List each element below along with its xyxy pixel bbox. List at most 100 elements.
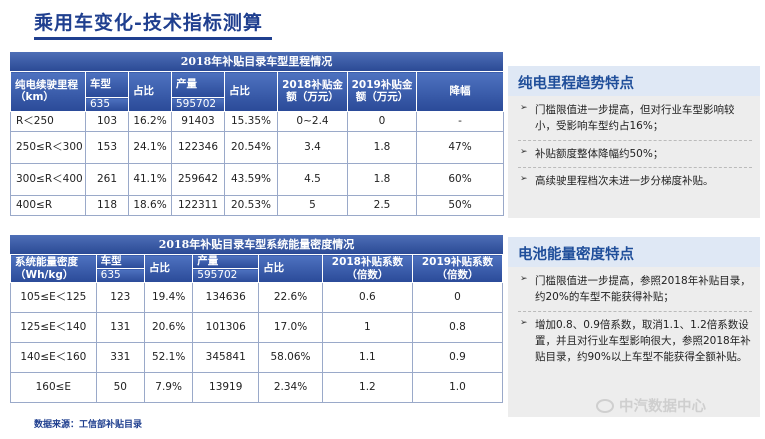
cell: 122346: [171, 130, 225, 164]
cell: 0.8: [411, 312, 504, 343]
cell: 7.9%: [143, 372, 194, 403]
divider: [518, 139, 752, 141]
cell: 125≤E＜140: [10, 312, 97, 343]
table-row: 300≤R＜400 261 41.1% 259642 43.59% 4.5 1.…: [10, 162, 504, 196]
cell: 1.1: [321, 342, 413, 373]
cell: 91403: [171, 110, 225, 132]
data-source-note: 数据来源：工信部补贴目录: [34, 420, 143, 430]
arrow-bullet-icon: ➢: [520, 274, 528, 284]
cell: 1: [321, 312, 413, 343]
density-header-models: 车型: [95, 254, 145, 269]
cell: 1.8: [347, 162, 417, 196]
cell: 41.1%: [128, 162, 172, 196]
cell: 1.8: [347, 130, 417, 164]
cell: 4.5: [277, 162, 348, 196]
cell: 50: [95, 372, 145, 403]
cell: 24.1%: [128, 130, 172, 164]
range-total-output: 595702: [171, 97, 225, 112]
density-trend-panel: 电池能量密度特点 ➢ 门槛限值进一步提高，参照2018年补贴目录，约20%的车型…: [508, 237, 760, 417]
bullet-text: 补贴额度整体降幅约50%；: [535, 147, 664, 160]
cell: 103: [85, 110, 129, 132]
density-trend-body: ➢ 门槛限值进一步提高，参照2018年补贴目录，约20%的车型不能获得补贴； ➢…: [508, 267, 760, 417]
cell: 58.06%: [258, 342, 323, 373]
bullet-text: 增加0.8、0.9倍系数，取消1.1、1.2倍系数设置，并且对行业车型影响很大，…: [535, 318, 751, 364]
cell: 250≤R＜300: [10, 130, 86, 164]
cell: 101306: [192, 312, 260, 343]
table-row: 140≤E＜160 331 52.1% 345841 58.06% 1.1 0.…: [10, 342, 504, 373]
cell: 43.59%: [224, 162, 278, 196]
range-header-decline: 降幅: [416, 71, 504, 112]
cell: 160≤E: [10, 372, 97, 403]
bullet-text: 门槛限值进一步提高，但对行业车型影响较小，受影响车型约占16%；: [535, 104, 735, 133]
range-table-grid: 纯电续驶里程（km） 车型 占比 产量 占比 2018补贴金额（万元） 2019…: [10, 71, 504, 216]
arrow-bullet-icon: ➢: [520, 317, 528, 328]
cell: 15.35%: [224, 110, 278, 132]
density-header-2018: 2018补贴系数（倍数）: [321, 254, 413, 283]
range-header-range: 纯电续驶里程（km）: [10, 71, 86, 112]
range-header-models: 车型: [85, 71, 129, 98]
range-trend-title: 纯电里程趋势特点: [508, 66, 760, 96]
cell: 0~2.4: [277, 110, 348, 132]
cell: 18.6%: [128, 194, 172, 216]
cell: 20.53%: [224, 194, 278, 216]
table-row: 400≤R 118 18.6% 122311 20.53% 5 2.5 50%: [10, 194, 504, 216]
cell: 20.6%: [143, 312, 194, 343]
cell: 1.0: [411, 372, 504, 403]
cell: 60%: [416, 162, 504, 196]
cell: 17.0%: [258, 312, 323, 343]
density-header-range: 系统能量密度（Wh/kg）: [10, 254, 97, 283]
cell: 134636: [192, 282, 260, 313]
cell: 153: [85, 130, 129, 164]
range-header-output-share: 占比: [224, 71, 278, 112]
density-table-caption: 2018年补贴目录车型系统能量密度情况: [10, 235, 503, 254]
density-table: 2018年补贴目录车型系统能量密度情况 系统能量密度（Wh/kg） 车型 占比 …: [10, 235, 504, 403]
table-row: 250≤R＜300 153 24.1% 122346 20.54% 3.4 1.…: [10, 130, 504, 164]
cell: 118: [85, 194, 129, 216]
cell: 22.6%: [258, 282, 323, 313]
cell: 19.4%: [143, 282, 194, 313]
cell: 400≤R: [10, 194, 86, 216]
watermark: 中汽数据中心: [596, 395, 706, 416]
range-header-2019: 2019补贴金额（万元）: [347, 71, 417, 112]
cell: 0.6: [321, 282, 413, 313]
range-header-2018: 2018补贴金额（万元）: [277, 71, 348, 112]
list-item: ➢ 门槛限值进一步提高，参照2018年补贴目录，约20%的车型不能获得补贴；: [518, 273, 752, 306]
range-table: 2018年补贴目录车型里程情况 纯电续驶里程（km） 车型 占比 产量 占比 2…: [10, 52, 504, 216]
arrow-bullet-icon: ➢: [520, 146, 528, 157]
cell: 5: [277, 194, 348, 216]
range-header-output: 产量: [171, 71, 225, 98]
cell: 331: [95, 342, 145, 373]
cell: 47%: [416, 130, 504, 164]
cell: 105≤E＜125: [10, 282, 97, 313]
table-row: 105≤E＜125 123 19.4% 134636 22.6% 0.6 0: [10, 282, 504, 313]
range-total-models: 635: [85, 97, 129, 112]
cell: 13919: [192, 372, 260, 403]
cell: 0: [411, 282, 504, 313]
divider: [518, 310, 752, 312]
arrow-bullet-icon: ➢: [520, 173, 528, 184]
range-header-share: 占比: [128, 71, 172, 112]
cell: 261: [85, 162, 129, 196]
density-header-share: 占比: [143, 254, 194, 283]
cell: 16.2%: [128, 110, 172, 132]
list-item: ➢ 门槛限值进一步提高，但对行业车型影响较小，受影响车型约占16%；: [518, 102, 752, 135]
cell: 3.4: [277, 130, 348, 164]
cell: 345841: [192, 342, 260, 373]
cell: 300≤R＜400: [10, 162, 86, 196]
cell: 0: [347, 110, 417, 132]
bullet-text: 高续驶里程档次未进一步分梯度补贴。: [535, 174, 714, 187]
cell: 2.5: [347, 194, 417, 216]
table-row: R＜250 103 16.2% 91403 15.35% 0~2.4 0 -: [10, 110, 504, 132]
cell: 20.54%: [224, 130, 278, 164]
table-row: 125≤E＜140 131 20.6% 101306 17.0% 1 0.8: [10, 312, 504, 343]
cell: 2.34%: [258, 372, 323, 403]
list-item: ➢ 补贴额度整体降幅约50%；: [518, 146, 752, 162]
bullet-text: 门槛限值进一步提高，参照2018年补贴目录，约20%的车型不能获得补贴；: [535, 275, 751, 304]
density-table-grid: 系统能量密度（Wh/kg） 车型 占比 产量 占比 2018补贴系数（倍数） 2…: [10, 254, 504, 403]
cell: R＜250: [10, 110, 86, 132]
range-table-caption: 2018年补贴目录车型里程情况: [10, 52, 503, 71]
density-header-2019: 2019补贴系数（倍数）: [411, 254, 504, 283]
arrow-bullet-icon: ➢: [520, 103, 528, 113]
cell: 123: [95, 282, 145, 313]
density-trend-title: 电池能量密度特点: [508, 237, 760, 267]
